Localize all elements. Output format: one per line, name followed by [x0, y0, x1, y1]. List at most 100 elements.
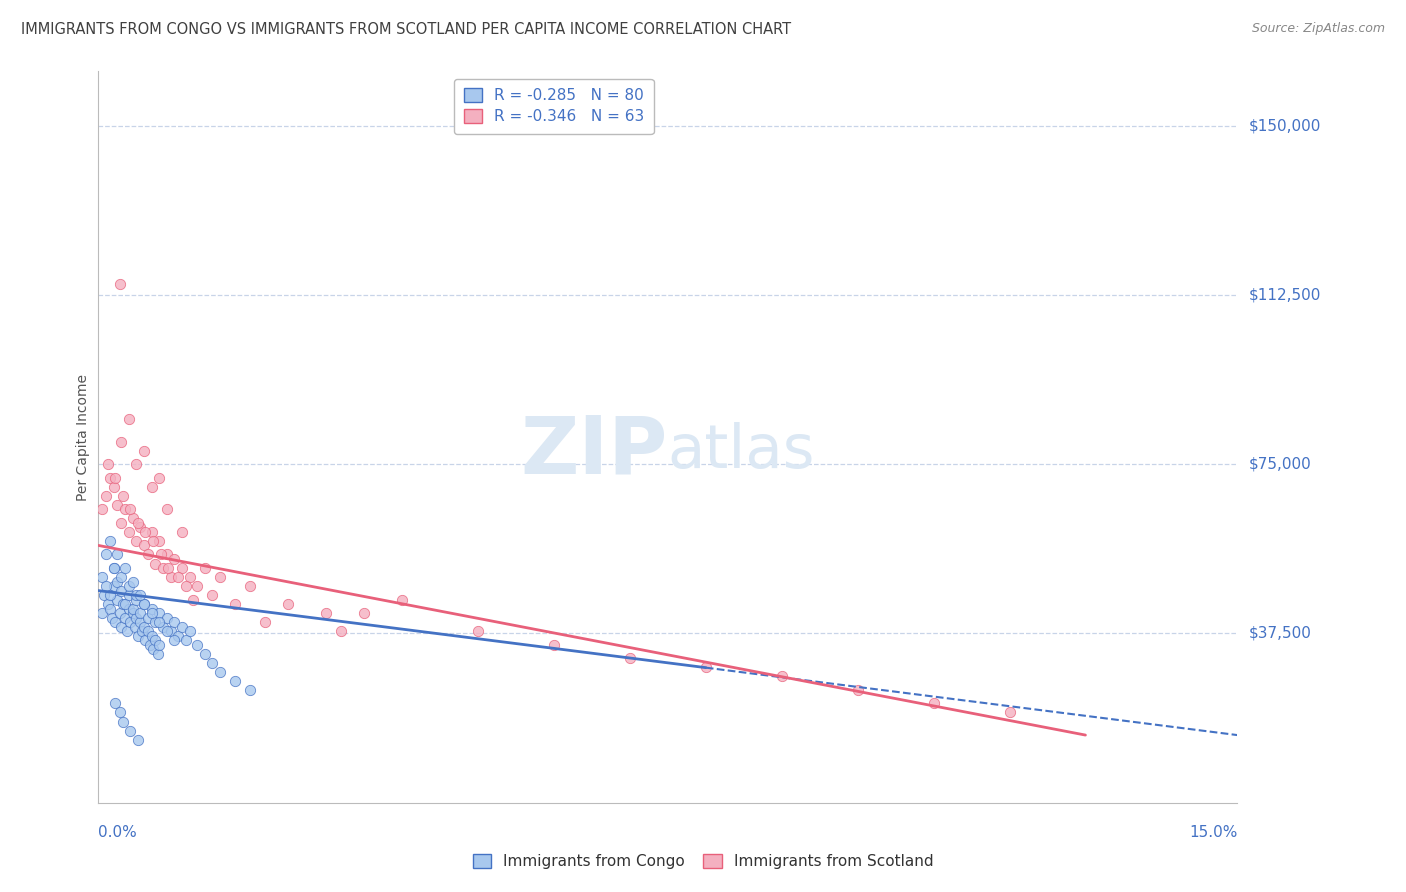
- Point: [110, 583, 132, 598]
- Point: [156, 610, 179, 624]
- Point: [98, 471, 121, 485]
- Point: [104, 471, 127, 485]
- Text: 15.0%: 15.0%: [1189, 825, 1237, 839]
- Point: [141, 606, 163, 620]
- Legend: R = -0.285   N = 80, R = -0.346   N = 63: R = -0.285 N = 80, R = -0.346 N = 63: [454, 79, 654, 134]
- Point: [117, 624, 139, 639]
- Point: [125, 588, 148, 602]
- Point: [114, 502, 136, 516]
- Point: [107, 574, 129, 589]
- Point: [148, 615, 170, 630]
- Point: [104, 697, 127, 711]
- Point: [695, 660, 717, 674]
- Point: [467, 624, 489, 639]
- Point: [121, 601, 143, 615]
- Point: [170, 524, 193, 539]
- Point: [96, 597, 118, 611]
- Point: [103, 561, 125, 575]
- Point: [131, 624, 153, 639]
- Text: $150,000: $150,000: [1249, 118, 1320, 133]
- Point: [108, 706, 131, 720]
- Point: [132, 620, 155, 634]
- Point: [125, 533, 148, 548]
- Point: [101, 610, 124, 624]
- Point: [186, 579, 208, 593]
- Point: [94, 489, 117, 503]
- Point: [104, 615, 127, 630]
- Point: [129, 588, 152, 602]
- Text: ZIP: ZIP: [520, 413, 668, 491]
- Point: [141, 629, 163, 643]
- Text: IMMIGRANTS FROM CONGO VS IMMIGRANTS FROM SCOTLAND PER CAPITA INCOME CORRELATION : IMMIGRANTS FROM CONGO VS IMMIGRANTS FROM…: [21, 22, 792, 37]
- Point: [127, 516, 149, 530]
- Point: [129, 606, 152, 620]
- Point: [156, 502, 179, 516]
- Point: [208, 570, 231, 584]
- Point: [174, 579, 197, 593]
- Point: [998, 706, 1021, 720]
- Point: [201, 656, 224, 670]
- Point: [127, 629, 149, 643]
- Point: [103, 561, 125, 575]
- Point: [148, 471, 170, 485]
- Point: [619, 651, 641, 665]
- Text: 0.0%: 0.0%: [98, 825, 138, 839]
- Point: [167, 570, 190, 584]
- Point: [114, 561, 136, 575]
- Point: [163, 633, 186, 648]
- Point: [315, 606, 337, 620]
- Point: [148, 638, 170, 652]
- Text: $112,500: $112,500: [1249, 287, 1320, 302]
- Point: [118, 588, 141, 602]
- Point: [141, 601, 163, 615]
- Point: [121, 606, 143, 620]
- Point: [239, 682, 262, 697]
- Point: [183, 592, 205, 607]
- Point: [194, 561, 217, 575]
- Point: [118, 601, 141, 615]
- Point: [125, 610, 148, 624]
- Point: [125, 457, 148, 471]
- Point: [179, 624, 201, 639]
- Point: [141, 480, 163, 494]
- Point: [846, 682, 869, 697]
- Point: [98, 588, 121, 602]
- Point: [110, 434, 132, 449]
- Point: [159, 570, 181, 584]
- Point: [120, 615, 142, 630]
- Point: [108, 277, 131, 291]
- Point: [186, 638, 208, 652]
- Point: [132, 538, 155, 552]
- Point: [239, 579, 262, 593]
- Point: [91, 502, 114, 516]
- Point: [152, 620, 174, 634]
- Point: [118, 412, 141, 426]
- Point: [120, 502, 142, 516]
- Point: [91, 606, 114, 620]
- Point: [114, 610, 136, 624]
- Point: [156, 624, 179, 639]
- Point: [145, 633, 167, 648]
- Point: [167, 629, 190, 643]
- Point: [194, 647, 217, 661]
- Point: [107, 548, 129, 562]
- Point: [146, 647, 169, 661]
- Point: [110, 516, 132, 530]
- Point: [156, 548, 179, 562]
- Legend: Immigrants from Congo, Immigrants from Scotland: Immigrants from Congo, Immigrants from S…: [467, 848, 939, 875]
- Point: [107, 592, 129, 607]
- Point: [330, 624, 353, 639]
- Point: [132, 443, 155, 458]
- Point: [110, 620, 132, 634]
- Point: [98, 601, 121, 615]
- Point: [134, 633, 156, 648]
- Point: [179, 570, 201, 584]
- Point: [129, 520, 152, 534]
- Point: [201, 588, 224, 602]
- Point: [152, 561, 174, 575]
- Point: [148, 606, 170, 620]
- Point: [142, 533, 165, 548]
- Text: Source: ZipAtlas.com: Source: ZipAtlas.com: [1251, 22, 1385, 36]
- Point: [136, 610, 159, 624]
- Point: [148, 533, 170, 548]
